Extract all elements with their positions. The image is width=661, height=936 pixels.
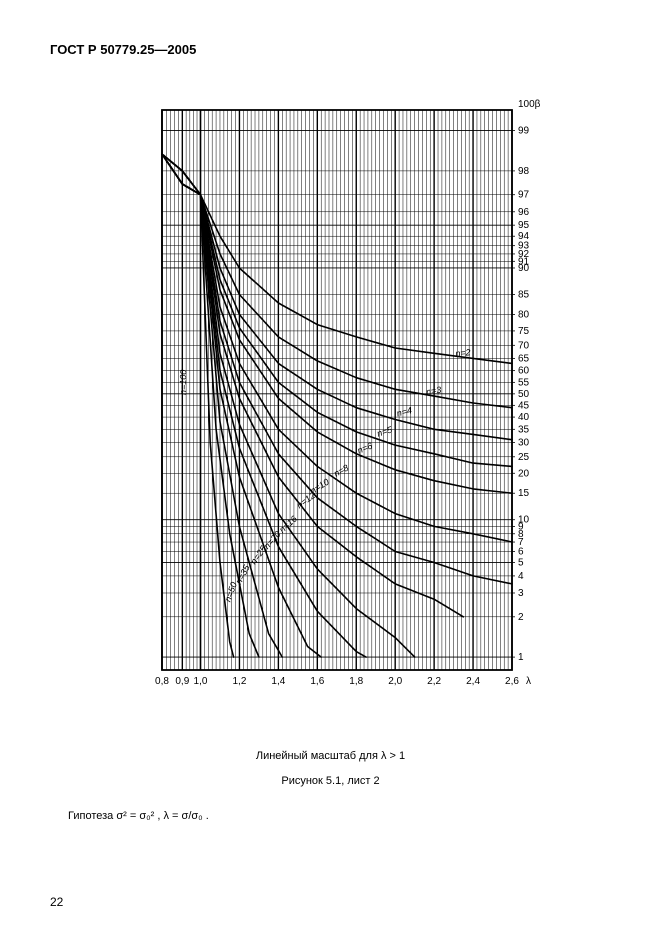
svg-text:λ: λ xyxy=(526,676,531,687)
page: ГОСТ Р 50779.25—2005 1234567891015202530… xyxy=(0,0,661,936)
hypothesis-prefix: Гипотеза xyxy=(68,810,116,822)
svg-text:10: 10 xyxy=(518,515,530,526)
svg-text:55: 55 xyxy=(518,377,530,388)
svg-text:99: 99 xyxy=(518,126,530,137)
svg-text:n=4: n=4 xyxy=(396,405,413,418)
svg-text:25: 25 xyxy=(518,452,530,463)
svg-text:1,2: 1,2 xyxy=(232,676,246,687)
svg-text:65: 65 xyxy=(518,353,530,364)
svg-text:4: 4 xyxy=(518,571,524,582)
svg-text:15: 15 xyxy=(518,488,530,499)
svg-text:100β: 100β xyxy=(518,99,541,110)
svg-text:n=50: n=50 xyxy=(223,581,239,603)
svg-text:2,4: 2,4 xyxy=(466,676,480,687)
svg-text:3: 3 xyxy=(518,588,524,599)
svg-text:75: 75 xyxy=(518,326,530,337)
hypothesis-text: Гипотеза σ² = σ₀² , λ = σ/σ₀ . xyxy=(68,810,209,822)
svg-text:20: 20 xyxy=(518,468,530,479)
svg-text:60: 60 xyxy=(518,366,530,377)
svg-text:2,6: 2,6 xyxy=(505,676,519,687)
svg-text:0,8: 0,8 xyxy=(155,676,169,687)
svg-text:6: 6 xyxy=(518,546,524,557)
svg-text:n=6: n=6 xyxy=(356,441,374,456)
svg-text:30: 30 xyxy=(518,437,530,448)
chart-svg: 1234567891015202530354045505560657075808… xyxy=(128,90,548,710)
svg-text:0,9: 0,9 xyxy=(175,676,189,687)
chart: 1234567891015202530354045505560657075808… xyxy=(128,90,548,710)
svg-text:1,0: 1,0 xyxy=(194,676,208,687)
svg-text:n=3: n=3 xyxy=(425,385,442,398)
svg-text:1,8: 1,8 xyxy=(349,676,363,687)
svg-text:35: 35 xyxy=(518,424,530,435)
caption-figure: Рисунок 5.1, лист 2 xyxy=(0,775,661,787)
hypothesis-math: σ² = σ₀² , λ = σ/σ₀ . xyxy=(116,810,209,822)
svg-text:1,4: 1,4 xyxy=(271,676,285,687)
svg-text:2,0: 2,0 xyxy=(388,676,402,687)
svg-text:98: 98 xyxy=(518,166,530,177)
svg-text:1: 1 xyxy=(518,652,524,663)
svg-text:n=8: n=8 xyxy=(332,463,350,479)
svg-text:2: 2 xyxy=(518,612,524,623)
svg-text:40: 40 xyxy=(518,412,530,423)
svg-text:70: 70 xyxy=(518,340,530,351)
page-number: 22 xyxy=(50,895,63,909)
svg-text:85: 85 xyxy=(518,289,530,300)
svg-text:80: 80 xyxy=(518,309,530,320)
svg-text:93: 93 xyxy=(518,241,530,252)
svg-text:94: 94 xyxy=(518,231,530,242)
svg-text:n=2: n=2 xyxy=(455,347,471,359)
standard-header: ГОСТ Р 50779.25—2005 xyxy=(50,42,196,57)
caption-scale: Линейный масштаб для λ > 1 xyxy=(0,750,661,762)
svg-text:2,2: 2,2 xyxy=(427,676,441,687)
svg-text:96: 96 xyxy=(518,207,530,218)
svg-text:95: 95 xyxy=(518,220,530,231)
svg-text:5: 5 xyxy=(518,558,524,569)
svg-text:n=100: n=100 xyxy=(178,370,188,395)
svg-text:1,6: 1,6 xyxy=(310,676,324,687)
svg-text:97: 97 xyxy=(518,190,530,201)
svg-text:45: 45 xyxy=(518,400,530,411)
svg-text:50: 50 xyxy=(518,389,530,400)
